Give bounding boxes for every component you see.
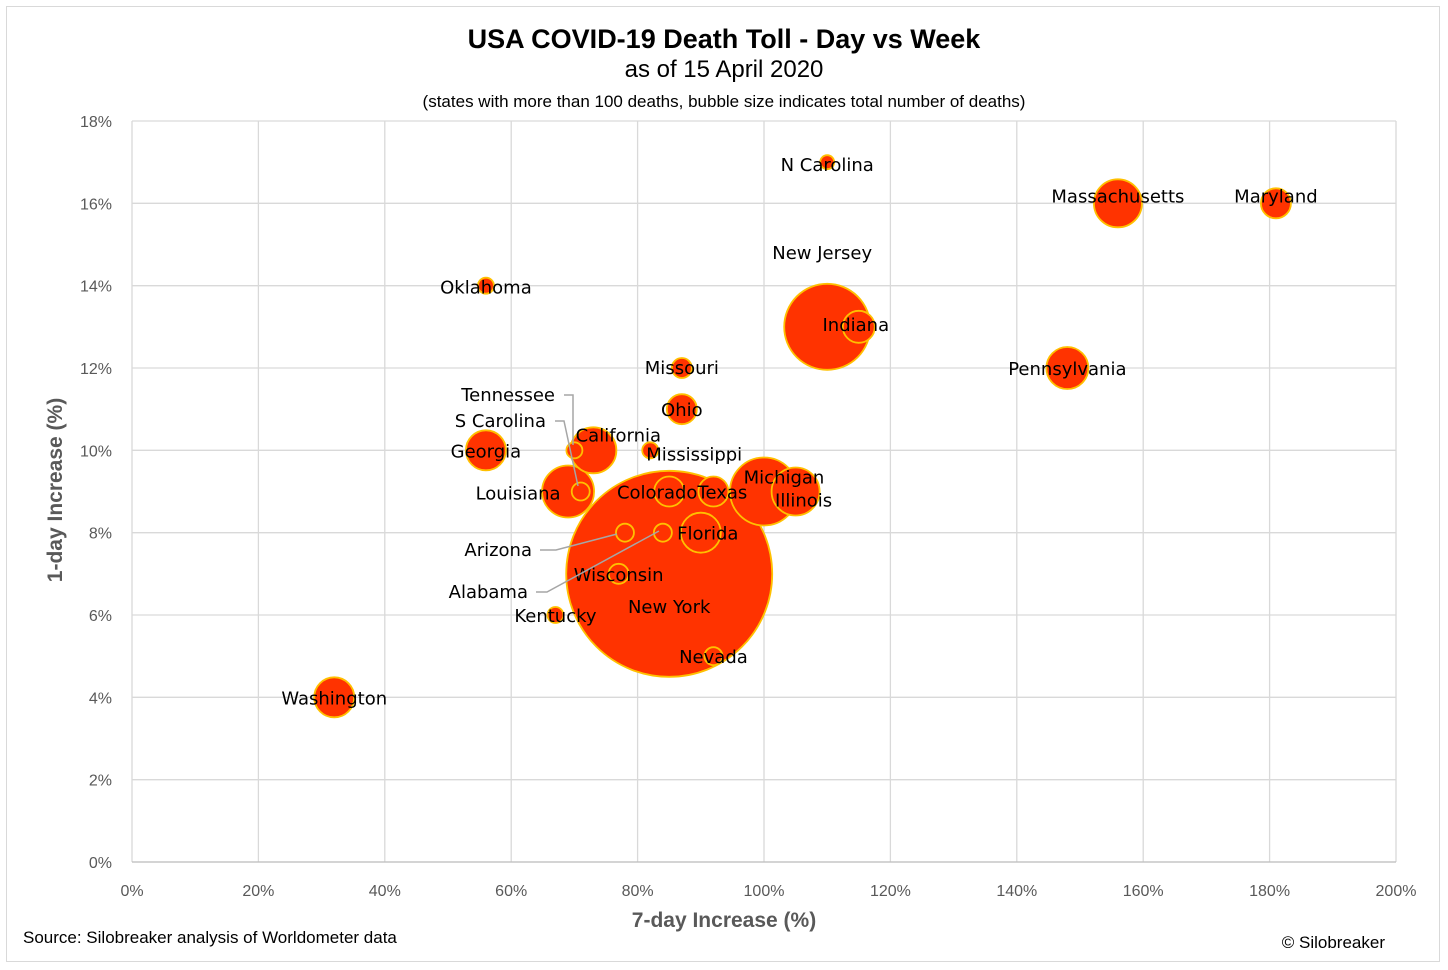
chart-frame [6,6,1440,962]
label-arizona: Arizona [464,540,532,561]
source-note: Source: Silobreaker analysis of Worldome… [23,928,397,947]
y-axis-label: 1-day Increase (%) [44,397,67,583]
bubble-louisiana [541,464,595,519]
x-tick-label: 140% [996,883,1037,900]
x-tick-label: 40% [369,883,401,900]
label-georgia: Georgia [451,441,522,462]
label-oklahoma: Oklahoma [440,278,532,299]
leader-line-alabama [536,530,660,593]
y-tick-label: 14% [80,279,112,296]
y-tick-label: 2% [89,773,112,790]
bubble-tennessee [565,441,584,460]
x-tick-label: 180% [1249,883,1290,900]
bubble-maryland [1260,187,1292,220]
label-indiana: Indiana [822,315,889,336]
chart-subtitle: as of 15 April 2020 [624,56,824,83]
bubble-mississippi [641,441,660,460]
bubble-georgia [465,429,507,472]
bubble-arizona [615,522,635,543]
bubble-florida [679,511,722,554]
y-tick-label: 18% [80,114,112,131]
label-louisiana: Louisiana [476,484,561,505]
leader-line-s-carolina [555,420,579,487]
x-tick-label: 60% [495,883,527,900]
y-tick-label: 10% [80,443,112,460]
x-tick-label: 120% [870,883,911,900]
label-missouri: Missouri [645,358,719,379]
label-tennessee: Tennessee [460,385,555,406]
y-tick-label: 4% [89,690,112,707]
y-tick-label: 12% [80,361,112,378]
bubble-ohio [665,393,698,426]
bubble-new-york [565,469,774,678]
label-alabama: Alabama [449,582,528,603]
copyright-note: © Silobreaker [1281,933,1385,952]
x-tick-label: 80% [622,883,654,900]
chart-note: (states with more than 100 deaths, bubbl… [422,92,1026,111]
label-washington: Washington [281,688,387,709]
bubble-pennsylvania [1045,346,1090,390]
y-tick-label: 16% [80,196,112,213]
bubble-alabama [652,522,673,543]
label-ohio: Ohio [661,400,703,421]
leader-line-tennessee [564,394,574,445]
x-axis-label: 7-day Increase (%) [631,909,817,932]
bubble-massachusetts [1093,178,1143,229]
chart-title: USA COVID-19 Death Toll - Day vs Week [467,24,981,54]
leader-line-arizona [540,533,618,551]
bubble-wisconsin [607,562,630,585]
bubble-oklahoma [477,276,495,295]
label-colorado: Colorado [617,483,697,504]
label-pennsylvania: Pennsylvania [1008,359,1126,380]
label-florida: Florida [677,524,738,545]
label-new-york: New York [628,597,711,618]
bubble-illinois [770,466,821,517]
x-tick-label: 160% [1123,883,1164,900]
y-tick-label: 0% [89,855,112,872]
label-mississippi: Mississippi [646,444,742,465]
bubble-n-carolina [819,154,836,171]
bubble-indiana [841,309,876,344]
x-tick-label: 20% [242,883,274,900]
x-tick-label: 100% [744,883,785,900]
bubble-washington [313,676,356,719]
label-michigan: Michigan [744,468,825,489]
bubble-kentucky [546,606,565,624]
label-new-jersey: New Jersey [772,243,872,264]
label-massachusetts: Massachusetts [1051,186,1184,207]
label-illinois: Illinois [775,491,832,512]
y-tick-label: 6% [89,608,112,625]
bubble-texas [697,475,730,508]
label-nevada: Nevada [679,647,748,668]
bubble-colorado [653,475,686,508]
bubble-nevada [703,646,724,667]
bubble-missouri [670,357,693,379]
x-tick-label: 0% [120,883,143,900]
label-kentucky: Kentucky [514,606,597,627]
label-california: California [576,425,661,446]
y-tick-label: 8% [89,526,112,543]
bubble-s-carolina [570,481,591,502]
label-texas: Texas [697,483,748,504]
label-s-carolina: S Carolina [455,411,546,432]
label-wisconsin: Wisconsin [574,565,664,586]
label-n-carolina: N Carolina [781,155,874,176]
label-maryland: Maryland [1234,186,1317,207]
x-tick-label: 200% [1376,883,1417,900]
